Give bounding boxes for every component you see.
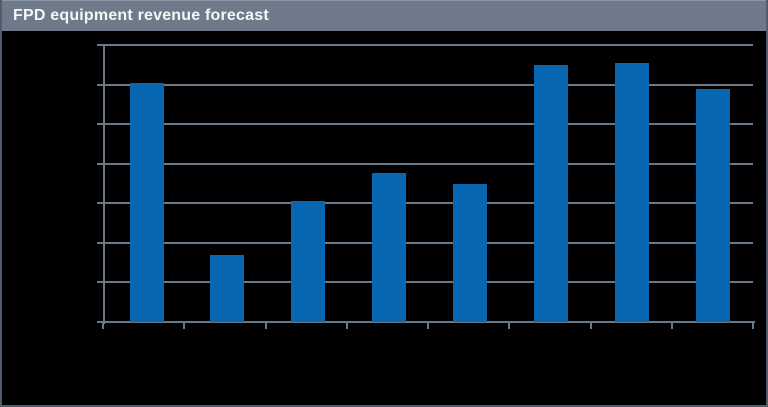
chart-title-bar: FPD equipment revenue forecast (0, 0, 768, 31)
border-bottom (0, 405, 768, 407)
y-axis-tick (97, 44, 103, 46)
y-axis-tick (97, 162, 103, 165)
bar (695, 88, 730, 322)
y-axis-tick (97, 83, 103, 86)
bar (614, 62, 649, 322)
x-axis-tick (102, 323, 104, 329)
gridline (103, 281, 753, 284)
gridline (103, 83, 753, 86)
x-axis-tick (670, 323, 673, 329)
bar (533, 64, 568, 322)
chart-title: FPD equipment revenue forecast (13, 7, 269, 24)
y-axis-tick (97, 241, 103, 244)
border-left (0, 0, 2, 407)
bar (452, 184, 487, 322)
y-axis-tick (97, 202, 103, 205)
gridline (103, 44, 753, 46)
x-axis-tick (183, 323, 186, 329)
x-axis-tick (264, 323, 267, 329)
x-axis-tick (345, 323, 348, 329)
gridline (103, 123, 753, 126)
bar (129, 82, 164, 322)
x-axis-tick (427, 323, 429, 329)
bar (372, 172, 407, 322)
bar (210, 254, 245, 322)
x-axis-tick (589, 323, 592, 329)
border-right (766, 0, 768, 407)
x-axis (97, 321, 755, 323)
gridline (103, 202, 753, 205)
gridline (103, 162, 753, 165)
x-axis-tick (508, 323, 511, 329)
y-axis (103, 44, 105, 324)
bar (291, 201, 326, 322)
gridline (103, 241, 753, 244)
y-axis-tick (97, 123, 103, 126)
y-axis-tick (97, 281, 103, 284)
x-axis-tick (752, 323, 754, 329)
